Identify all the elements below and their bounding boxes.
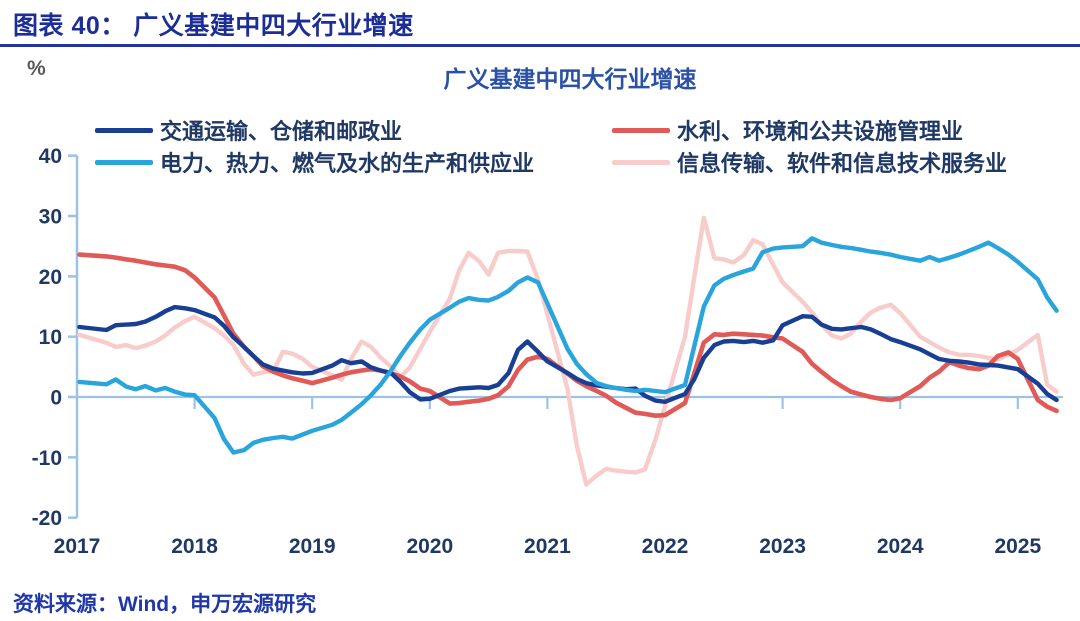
legend-item-power-utilities: 电力、热力、燃气及水的生产和供应业 <box>95 149 535 176</box>
x-tick-label: 2023 <box>759 535 806 558</box>
series-line-2 <box>77 236 1059 455</box>
y-axis-unit-label: % <box>27 57 46 80</box>
x-tick-label: 2022 <box>642 535 689 558</box>
legend-line-swatch <box>95 127 153 133</box>
x-tick-label: 2021 <box>524 535 571 558</box>
source-text: 资料来源：Wind，申万宏源研究 <box>13 593 317 616</box>
header-underline-rule <box>0 44 1080 47</box>
x-tick-label: 2024 <box>877 535 924 558</box>
series-line-3 <box>77 215 1059 487</box>
y-tick-label: 20 <box>39 266 62 289</box>
page-title: 图表 40： 广义基建中四大行业增速 <box>13 12 414 40</box>
legend-item-transport: 交通运输、仓储和邮政业 <box>95 117 403 144</box>
legend-line-swatch <box>612 159 670 165</box>
legend-label: 电力、热力、燃气及水的生产和供应业 <box>160 151 535 176</box>
y-tick-label: 40 <box>39 145 62 168</box>
legend-label: 水利、环境和公共设施管理业 <box>677 119 964 144</box>
legend-label: 交通运输、仓储和邮政业 <box>160 119 403 144</box>
legend-item-water-environment: 水利、环境和公共设施管理业 <box>612 117 964 144</box>
legend-line-swatch <box>95 159 153 165</box>
y-tick-label: -10 <box>32 447 62 470</box>
series-line-0 <box>77 304 1059 404</box>
legend-item-information-services: 信息传输、软件和信息技术服务业 <box>612 149 1008 176</box>
x-tick-label: 2025 <box>994 535 1041 558</box>
y-tick-label: -20 <box>32 507 62 530</box>
x-tick-label: 2017 <box>54 535 101 558</box>
legend-label: 信息传输、软件和信息技术服务业 <box>677 151 1008 176</box>
chart-title: 广义基建中四大行业增速 <box>443 66 697 92</box>
y-tick-label: 30 <box>39 206 62 229</box>
x-tick-label: 2019 <box>289 535 336 558</box>
x-tick-label: 2020 <box>406 535 453 558</box>
y-tick-label: 10 <box>39 326 62 349</box>
x-tick-label: 2018 <box>171 535 218 558</box>
legend-line-swatch <box>612 127 670 133</box>
y-tick-label: 0 <box>50 387 62 410</box>
